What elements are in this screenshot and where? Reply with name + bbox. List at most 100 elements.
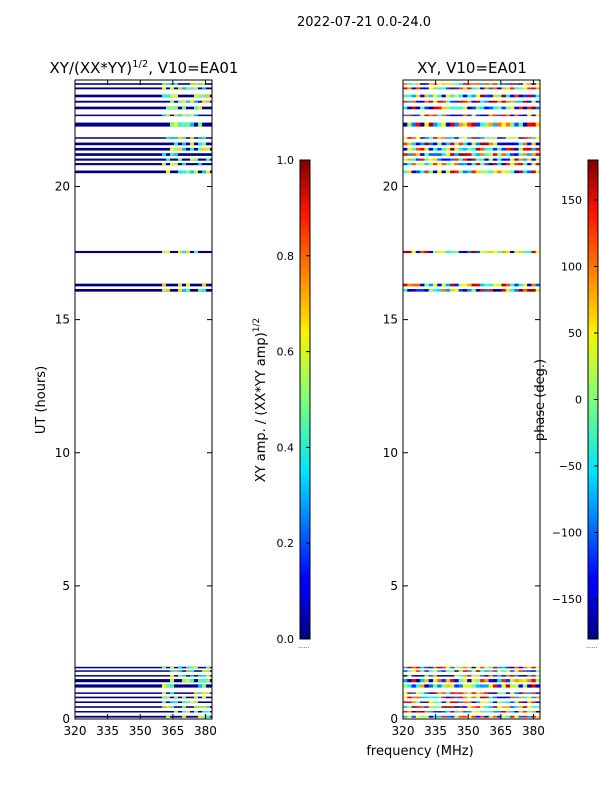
left-cell — [197, 142, 202, 146]
right-cell — [415, 170, 421, 174]
right-cell — [458, 87, 464, 90]
left-cell — [185, 701, 190, 704]
right-cell — [441, 711, 447, 713]
right-cell — [501, 670, 507, 672]
right-cell — [522, 153, 528, 156]
right-cell — [535, 666, 540, 669]
right-cell — [407, 666, 413, 669]
left-cell — [169, 684, 174, 688]
right-cell — [505, 158, 511, 161]
right-cell — [510, 706, 515, 708]
right-cell — [467, 711, 472, 713]
right-cell — [437, 692, 443, 694]
right-cell — [484, 715, 490, 718]
right-cell — [488, 158, 494, 161]
left-cell — [169, 122, 174, 127]
left-cell — [169, 153, 174, 156]
right-cell — [501, 94, 507, 98]
right-cell — [462, 153, 468, 156]
right-cell — [403, 122, 408, 127]
right-cell — [428, 696, 434, 699]
right-cell — [462, 696, 468, 699]
right-cell — [424, 106, 430, 110]
right-cell — [535, 250, 540, 254]
left-cell — [161, 692, 166, 694]
right-cell — [415, 706, 421, 708]
right-cell — [428, 706, 434, 708]
right-cell — [527, 670, 532, 672]
right-cell — [480, 701, 485, 704]
right-cell — [445, 142, 451, 146]
right-cell — [514, 701, 520, 704]
right-cell — [531, 701, 537, 704]
left-cell — [169, 701, 174, 704]
right-cell — [497, 94, 502, 98]
right-cell — [471, 106, 477, 110]
right-cell — [531, 100, 537, 103]
right-cell — [492, 670, 498, 672]
right-cell — [522, 122, 528, 127]
right-cell — [432, 670, 438, 672]
left-cell — [197, 137, 202, 139]
right-cell — [411, 122, 417, 127]
right-cell — [492, 675, 498, 677]
right-cell — [420, 100, 425, 103]
right-cell — [480, 122, 485, 127]
right-cell — [475, 666, 481, 669]
right-cell — [514, 696, 520, 699]
right-cell — [510, 87, 515, 90]
right-cell — [428, 684, 434, 688]
right-cell — [475, 163, 481, 166]
right-cell — [415, 158, 421, 161]
left-cell — [189, 666, 194, 669]
right-cell — [518, 137, 524, 139]
right-cell — [475, 153, 481, 156]
right-cell — [475, 692, 481, 694]
right-cell — [424, 706, 430, 708]
left-cell — [189, 170, 194, 174]
left-cell — [197, 289, 202, 292]
left-cbar-tick-label: 0.2 — [277, 537, 295, 550]
right-cell — [411, 137, 417, 139]
right-cell — [445, 94, 451, 98]
left-band-6 — [75, 684, 212, 688]
right-cell — [454, 701, 460, 704]
right-cell — [428, 715, 434, 718]
right-cell — [475, 701, 481, 704]
right-cell — [445, 147, 451, 151]
right-cell — [454, 153, 460, 156]
right-cell — [424, 100, 430, 103]
right-cell — [475, 114, 481, 117]
left-cell — [205, 670, 210, 672]
left-cell — [201, 675, 206, 677]
right-cell — [441, 289, 447, 292]
right-cell — [407, 679, 413, 683]
left-cell — [173, 711, 178, 713]
right-cell — [415, 684, 421, 688]
right-cell — [450, 684, 455, 688]
left-cell — [201, 94, 206, 98]
right-cell — [415, 715, 421, 718]
right-cell — [462, 142, 468, 146]
right-cell — [497, 711, 502, 713]
right-cell — [518, 94, 524, 98]
right-cell — [527, 679, 532, 683]
left-cell — [173, 147, 178, 151]
right-cell — [450, 283, 455, 287]
left-cell — [177, 137, 182, 139]
right-cell — [450, 675, 455, 677]
right-cell — [535, 114, 540, 117]
right-cell — [531, 106, 537, 110]
right-cell — [437, 701, 443, 704]
right-cell — [527, 675, 532, 677]
right-cell — [510, 100, 515, 103]
right-cell — [424, 701, 430, 704]
left-cell — [161, 83, 166, 85]
right-cell — [531, 283, 537, 287]
right-cell — [531, 87, 537, 90]
left-colorbar: 0.0 0.2 0.4 0.6 0.8 1.0 ...... XY amp. / (XX*… — [252, 154, 311, 650]
left-cell — [177, 675, 182, 677]
left-cell — [161, 87, 166, 90]
right-cell — [428, 100, 434, 103]
right-cell — [531, 158, 537, 161]
